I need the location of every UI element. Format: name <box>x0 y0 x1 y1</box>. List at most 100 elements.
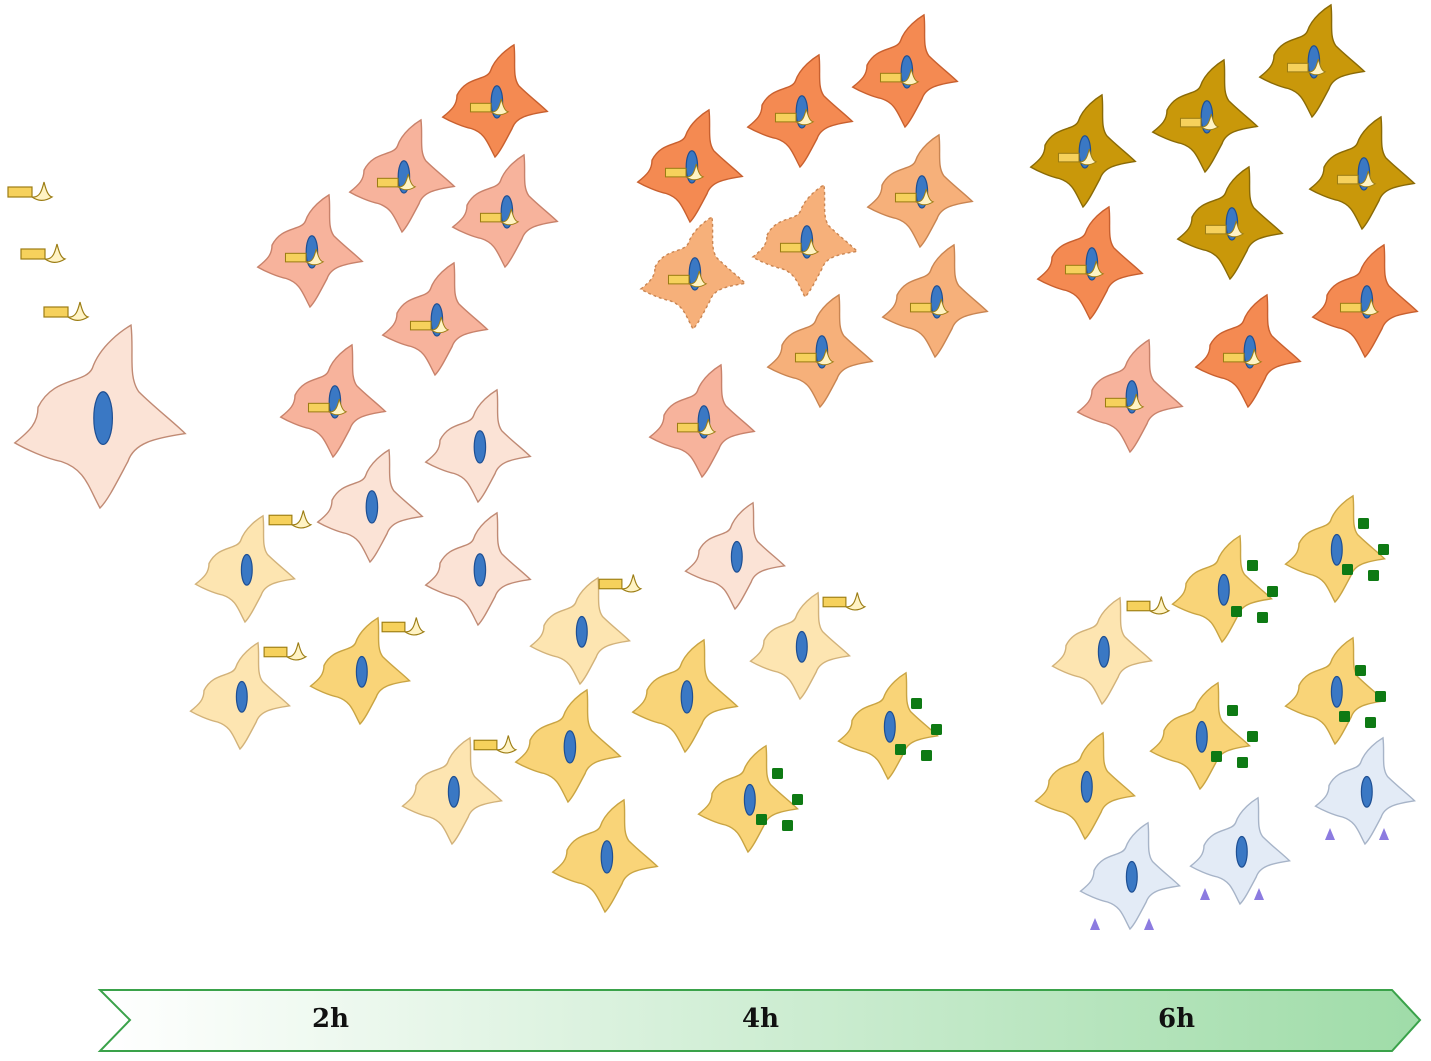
cell-icon <box>381 261 489 377</box>
cell-icon <box>1194 293 1302 409</box>
cell-icon <box>851 13 959 129</box>
nucleus-icon <box>93 391 113 446</box>
bacterium-icon <box>473 735 518 754</box>
cell-icon <box>1149 681 1251 791</box>
cell-icon <box>1284 636 1386 746</box>
cell-layer <box>13 3 1419 931</box>
timeline-arrow-icon <box>97 989 1422 1052</box>
cell-icon <box>636 108 744 224</box>
bacterium-icon <box>1286 58 1327 76</box>
nucleus-icon <box>600 840 614 874</box>
nucleus-icon <box>1217 573 1230 606</box>
triangle-marker-icon <box>1254 888 1264 900</box>
bacterium-icon <box>20 243 67 263</box>
bacterium-icon <box>676 418 717 436</box>
cell-icon <box>194 514 296 624</box>
cell-icon <box>1051 596 1153 706</box>
cytokine-square-icon <box>782 820 793 831</box>
cytokine-square-icon <box>1368 570 1379 581</box>
cell-icon <box>1258 3 1366 119</box>
triangle-marker-icon <box>1090 918 1100 930</box>
bacterium-icon <box>1222 348 1263 366</box>
bacterium-icon <box>822 592 867 611</box>
bacterium-icon <box>1336 170 1377 188</box>
timeline-arrow <box>97 989 1422 1052</box>
nucleus-icon <box>1097 635 1110 668</box>
bacterium-icon <box>43 301 90 321</box>
cell-icon <box>749 591 851 701</box>
cytokine-square-icon <box>792 794 803 805</box>
cytokine-square-icon <box>1358 518 1369 529</box>
nucleus-icon <box>795 630 808 663</box>
nucleus-icon <box>563 730 577 764</box>
timeline-label-4h: 4h <box>742 1004 779 1034</box>
bacterium-icon <box>409 316 450 334</box>
bacterium-icon <box>1064 260 1105 278</box>
cell-icon <box>316 448 424 564</box>
bacterium-icon <box>894 188 935 206</box>
cell-icon <box>551 798 659 914</box>
bacterium-icon <box>664 163 705 181</box>
nucleus-icon <box>1360 775 1373 808</box>
cytokine-square-icon <box>1342 564 1353 575</box>
bacterium-icon <box>1057 148 1098 166</box>
bacterium-icon <box>381 617 426 636</box>
bacterium-icon <box>774 108 815 126</box>
cell-icon <box>1176 165 1284 281</box>
bacterium-icon <box>307 398 348 416</box>
cytokine-square-icon <box>1231 606 1242 617</box>
cell-icon <box>746 53 854 169</box>
cell-icon <box>1171 534 1273 644</box>
cytokine-square-icon <box>1355 665 1366 676</box>
cell-icon <box>279 343 387 459</box>
cell-icon <box>1076 338 1184 454</box>
bacterium-icon <box>479 208 520 226</box>
cell-icon <box>348 118 456 234</box>
cell-icon <box>441 43 549 159</box>
triangle-marker-icon <box>1325 828 1335 840</box>
cytokine-square-icon <box>921 750 932 761</box>
cytokine-square-icon <box>1257 612 1268 623</box>
cytokine-square-icon <box>911 698 922 709</box>
cell-icon <box>1151 58 1259 174</box>
cell-icon <box>648 363 756 479</box>
cell-icon <box>424 388 532 504</box>
nucleus-icon <box>1330 533 1343 566</box>
nucleus-icon <box>1330 675 1343 708</box>
bacterium-icon <box>1204 220 1245 238</box>
cell-icon <box>1036 205 1144 321</box>
bacterium-icon <box>376 173 417 191</box>
cell-icon <box>684 501 786 611</box>
bacterium-icon <box>263 642 308 661</box>
cytokine-square-icon <box>756 814 767 825</box>
nucleus-icon <box>1080 770 1093 803</box>
bacterium-icon <box>1179 113 1220 131</box>
cytokine-square-icon <box>1227 705 1238 716</box>
triangle-marker-icon <box>1200 888 1210 900</box>
cell-icon <box>309 616 411 726</box>
cell-icon <box>1284 494 1386 604</box>
cell-icon <box>866 133 974 249</box>
bacterium-icon <box>598 574 643 593</box>
nucleus-icon <box>1125 860 1138 893</box>
timeline-label-6h: 6h <box>1158 1004 1195 1034</box>
cell-icon <box>639 215 747 331</box>
bacterium-icon <box>284 248 325 266</box>
cytokine-square-icon <box>1211 751 1222 762</box>
bacterium-icon <box>469 98 510 116</box>
nucleus-icon <box>355 655 368 688</box>
bacterium-icon <box>7 181 54 201</box>
nucleus-icon <box>473 553 487 587</box>
cell-icon <box>1079 821 1181 931</box>
cell-icon <box>881 243 989 359</box>
nucleus-icon <box>743 783 756 816</box>
bacteria-layer <box>7 181 1171 754</box>
bacterium-icon <box>909 298 950 316</box>
nucleus-icon <box>575 615 588 648</box>
cell-icon <box>529 576 631 686</box>
cytokine-square-icon <box>1365 717 1376 728</box>
cytokine-square-icon <box>1339 711 1350 722</box>
marker-layer <box>756 518 1389 930</box>
bacterium-icon <box>1126 596 1171 615</box>
